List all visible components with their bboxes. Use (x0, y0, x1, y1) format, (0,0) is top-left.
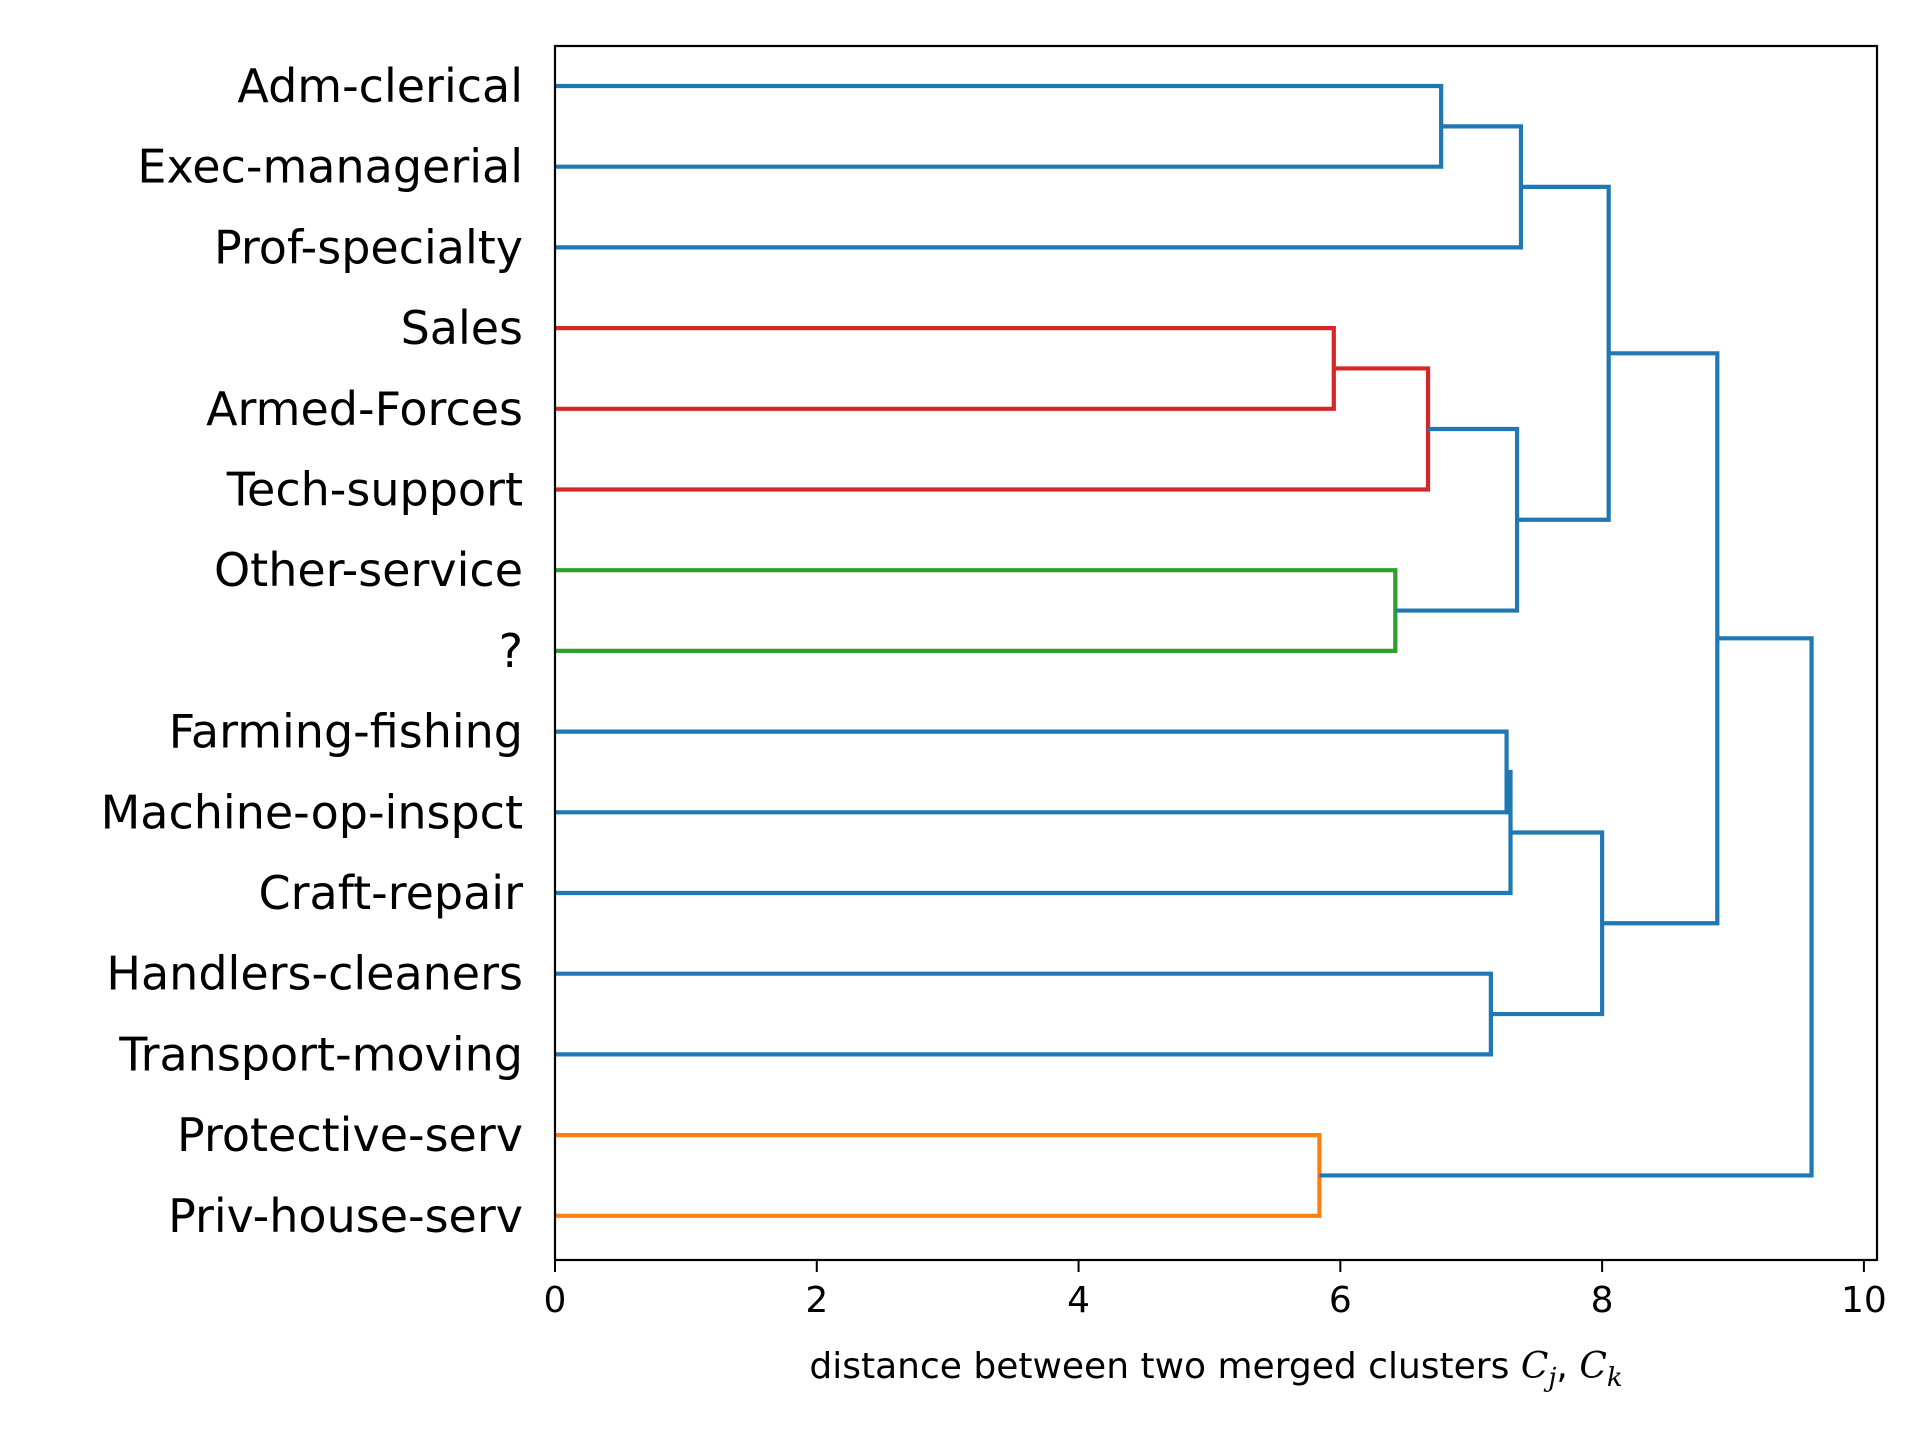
plot-frame (553, 44, 1879, 1262)
x-axis-label: distance between two merged clusters Cj,… (809, 1346, 1622, 1393)
dendrogram-link (555, 326, 1336, 411)
x-tick-label: 6 (1329, 1280, 1352, 1321)
leaf-label: Farming-fishing (169, 705, 523, 759)
dendrogram-link (555, 1133, 1322, 1218)
leaf-labels: Adm-clerical Exec-managerial Prof-specialt… (101, 59, 523, 1243)
x-tick-label: 0 (544, 1280, 567, 1321)
x-tick-label: 8 (1591, 1280, 1614, 1321)
dendrogram-link (555, 971, 1493, 1057)
leaf-label: Exec-managerial (137, 140, 523, 194)
dendrogram-link (1490, 830, 1605, 1017)
dendrogram-link (1395, 426, 1520, 613)
leaf-label: Priv-house-serv (168, 1189, 523, 1243)
leaf-label: Prof-specialty (214, 220, 523, 274)
dendrogram-link (555, 729, 1509, 815)
dendrogram-link (555, 366, 1431, 492)
x-tick-label: 10 (1841, 1280, 1887, 1321)
leaf-label: ? (499, 624, 523, 678)
leaf-label: Tech-support (226, 463, 523, 517)
dendrogram-link (555, 769, 1513, 896)
leaf-label: Armed-Forces (206, 382, 523, 436)
x-tick-label: 2 (805, 1280, 828, 1321)
leaf-label: Machine-op-inspct (101, 785, 523, 839)
leaf-label: Sales (401, 301, 523, 355)
leaf-label: Adm-clerical (237, 59, 523, 113)
leaf-label: Protective-serv (177, 1108, 523, 1162)
leaf-label: Transport-moving (118, 1027, 523, 1081)
dendrogram-link (1517, 184, 1611, 522)
dendrogram-link (1602, 351, 1720, 926)
dendrogram-link (555, 568, 1398, 653)
dendrogram-link (555, 124, 1524, 250)
dendrogram-link (1319, 636, 1814, 1178)
dendrogram-link (555, 83, 1444, 169)
x-axis-ticks: 0 2 4 6 8 10 (544, 1260, 1887, 1321)
x-tick-label: 4 (1067, 1280, 1090, 1321)
leaf-label: Craft-repair (258, 866, 523, 920)
leaf-label: Other-service (214, 543, 523, 597)
leaf-label: Handlers-cleaners (106, 947, 523, 1001)
dendrogram-links (555, 83, 1814, 1218)
